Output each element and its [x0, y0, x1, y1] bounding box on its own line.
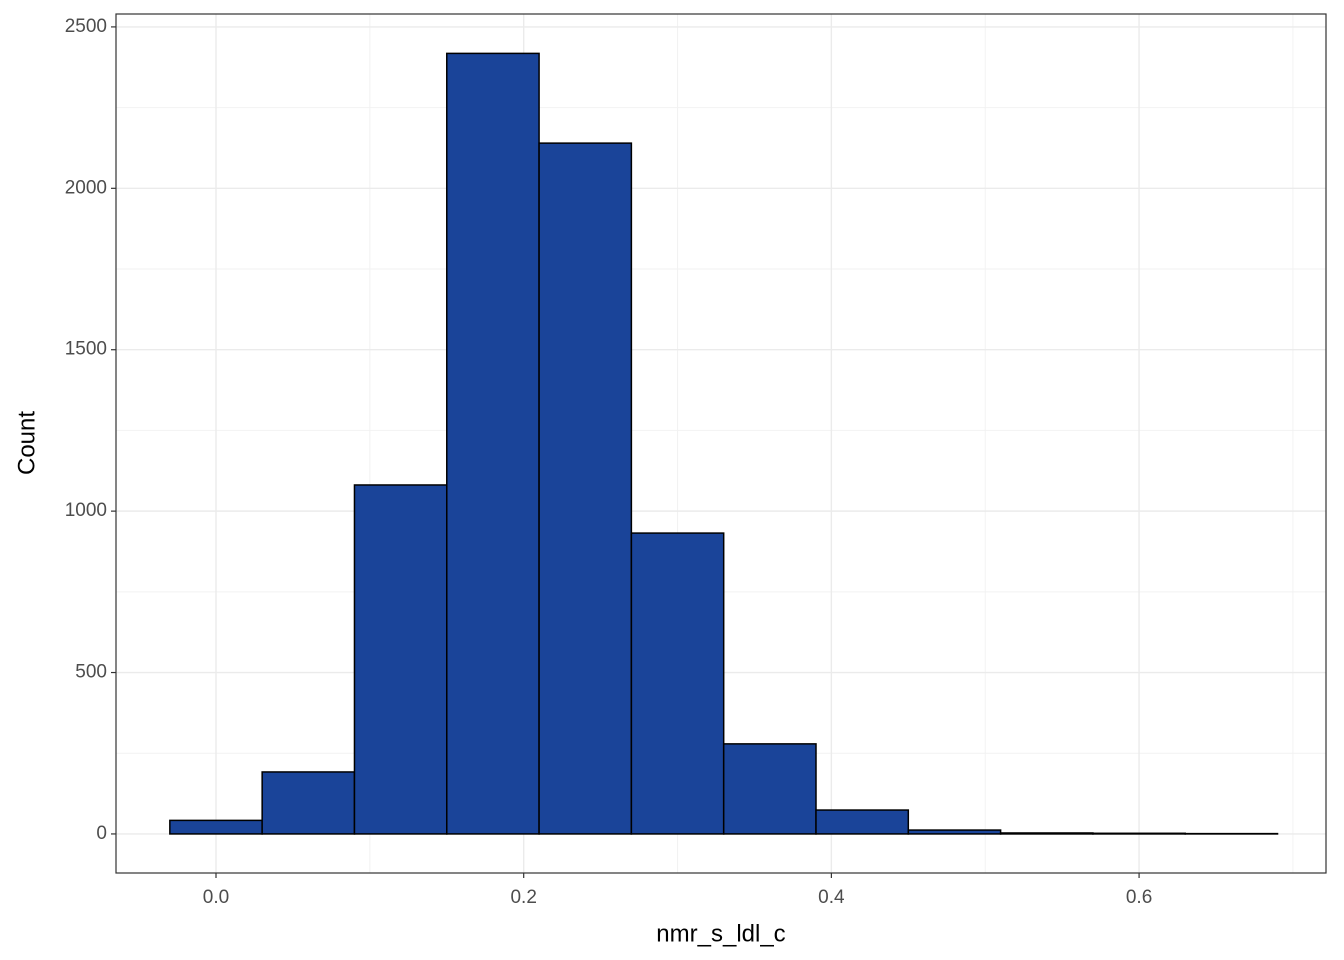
panel-border [115, 13, 1327, 874]
y-tick-label: 2500 [65, 16, 107, 37]
x-tick-label: 0.0 [203, 887, 229, 908]
x-axis-title: nmr_s_ldl_c [656, 920, 785, 947]
y-tick-label: 500 [75, 662, 107, 683]
x-tick-label: 0.2 [510, 887, 536, 908]
bar [999, 832, 1094, 835]
bar [722, 743, 817, 835]
bar [353, 484, 448, 835]
bar [538, 142, 633, 835]
bar [261, 771, 356, 835]
x-tick-label: 0.4 [818, 887, 845, 908]
bars [169, 52, 1279, 835]
x-tick-label: 0.6 [1126, 887, 1152, 908]
axes: 0 500 1000 1500 2000 2500 0.0 0.2 0.4 0.6 [65, 16, 1153, 908]
bar [1092, 832, 1186, 835]
y-tick-label: 1500 [65, 339, 107, 360]
bar [446, 52, 540, 835]
y-axis-title: Count [13, 411, 40, 475]
y-tick-label: 2000 [65, 177, 107, 198]
bar [169, 819, 263, 835]
y-tick-label: 0 [96, 823, 107, 844]
bar [815, 809, 910, 835]
y-tick-label: 1000 [65, 500, 107, 521]
bar [630, 532, 725, 835]
bar [907, 829, 1002, 835]
